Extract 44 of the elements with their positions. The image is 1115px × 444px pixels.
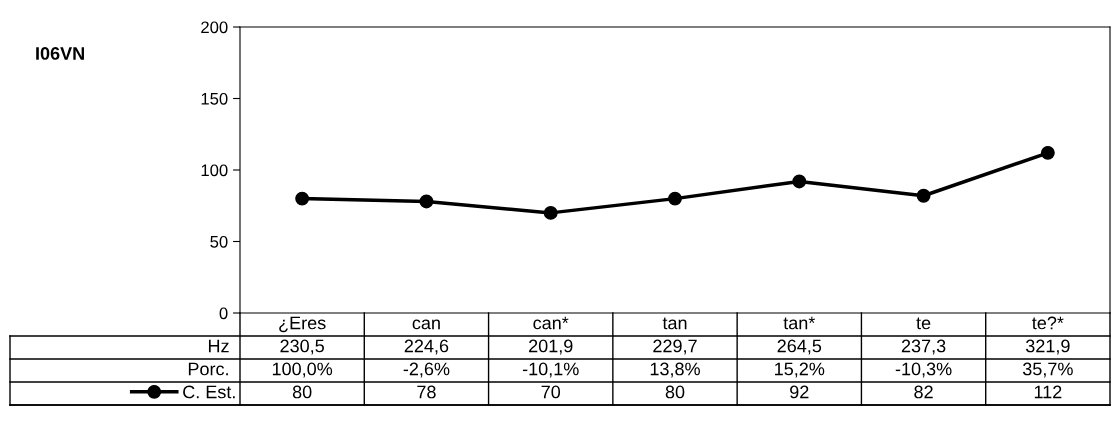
x-tick-label: te?* — [1032, 316, 1064, 330]
y-tick-label: 0 — [219, 307, 228, 320]
data-label: 70 — [541, 385, 561, 399]
x-tick-label: te — [916, 317, 931, 330]
x-tick-label: tan* — [783, 316, 816, 330]
data-label: 78 — [417, 385, 436, 399]
text: 237,3 — [901, 339, 946, 355]
y-tick-label: 150 — [201, 92, 228, 105]
y-tick-label: 50 — [210, 235, 228, 248]
text: -10,1% — [522, 362, 579, 378]
point — [295, 191, 310, 206]
x-tick-label: can* — [533, 316, 569, 330]
y-tick-label: 200 — [201, 21, 228, 34]
x-tick-label: ¿Eres — [279, 316, 326, 333]
text: 230,5 — [280, 339, 324, 355]
text: 264,5 — [777, 339, 822, 355]
point — [419, 194, 434, 209]
data-label: 92 — [790, 385, 809, 399]
point — [1040, 145, 1055, 160]
text: 224,6 — [404, 339, 449, 355]
point — [543, 205, 558, 220]
data-label: 112 — [1034, 385, 1062, 399]
data-label: 80 — [665, 385, 685, 399]
text: 15,2% — [775, 362, 825, 378]
point — [792, 174, 807, 189]
x-tick-label: can — [412, 319, 440, 330]
legend-label: C. Est. — [183, 385, 235, 399]
text: -2,6% — [403, 362, 450, 378]
text: I06VN — [36, 47, 84, 60]
text: 229,7 — [653, 339, 697, 355]
text: 13,8% — [650, 362, 700, 378]
point — [916, 188, 931, 203]
text: 321,9 — [1025, 339, 1070, 355]
text: Hz — [208, 339, 229, 353]
point — [668, 191, 682, 206]
x-tick-label: tan — [662, 317, 687, 330]
data-label: 80 — [292, 385, 312, 399]
data-label: 82 — [914, 385, 933, 399]
text: 100,0% — [272, 362, 333, 378]
text: -10,3% — [895, 362, 952, 378]
text: 201,9 — [529, 339, 573, 355]
text: 35,7% — [1022, 362, 1073, 378]
y-tick-label: 100 — [201, 164, 228, 177]
text: Porc. — [188, 362, 228, 376]
